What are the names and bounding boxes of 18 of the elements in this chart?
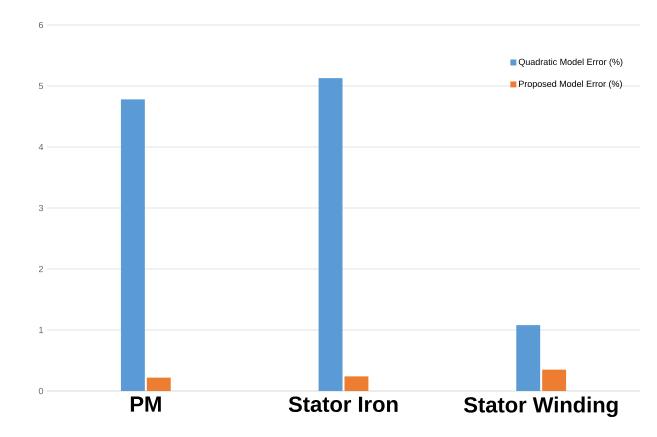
legend-label: Proposed Model Error (%) <box>519 80 622 89</box>
y-tick-label: 3 <box>38 204 44 212</box>
y-tick-label: 6 <box>38 22 44 28</box>
bar <box>542 370 566 391</box>
y-tick-label: 2 <box>38 266 44 272</box>
bar <box>516 325 540 391</box>
x-tick-label: Stator Iron <box>288 396 398 412</box>
legend-label: Quadratic Model Error (%) <box>518 58 622 67</box>
y-tick-label: 0 <box>38 388 44 394</box>
x-tick-label: Stator Winding <box>464 396 618 418</box>
y-tick-label: 4 <box>38 144 44 150</box>
bar <box>318 78 343 391</box>
bar <box>146 378 171 391</box>
y-tick-label: 1 <box>39 326 44 334</box>
bar <box>120 99 145 391</box>
bar <box>344 376 368 391</box>
x-tick-label: PM <box>130 396 161 412</box>
y-tick-label: 5 <box>38 82 44 90</box>
